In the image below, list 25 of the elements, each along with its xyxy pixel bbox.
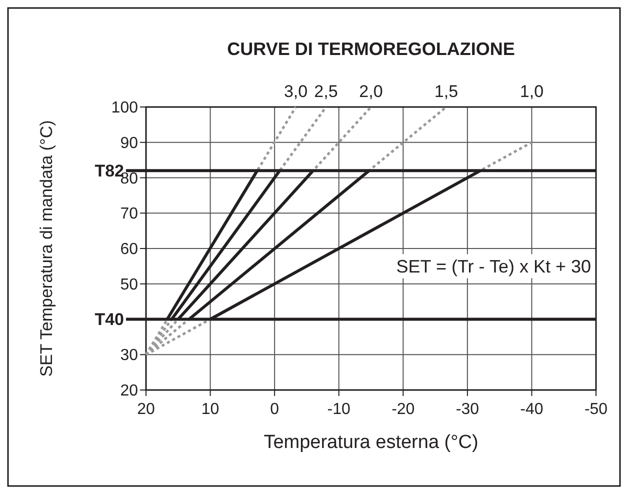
x-tick-label: -10	[327, 401, 351, 418]
x-tick-label: 20	[137, 401, 155, 418]
x-tick-label: -30	[456, 401, 480, 418]
x-tick-label: -40	[520, 401, 544, 418]
series-label: 3,0	[284, 82, 308, 101]
y-tick-label: 90	[120, 134, 138, 152]
x-tick-label: 10	[201, 401, 220, 418]
y-tick-label: 100	[111, 100, 138, 117]
x-tick-label: 0	[270, 401, 280, 418]
y-tick-label: 30	[120, 347, 138, 364]
ref-line-label: T40	[94, 310, 124, 330]
chart-title: CURVE DI TERMOREGOLAZIONE	[227, 39, 515, 59]
y-tick-label: 70	[120, 206, 138, 223]
x-tick-label: -50	[584, 401, 608, 418]
series-label: 2,5	[314, 82, 338, 101]
y-axis-title: SET Temperatura di mandata (°C)	[37, 120, 56, 377]
y-tick-label: 50	[120, 276, 138, 294]
x-axis-title: Temperatura esterna (°C)	[264, 432, 478, 453]
series-label: 2,0	[359, 82, 383, 101]
y-tick-label: 20	[120, 382, 138, 400]
y-tick-label: 60	[120, 241, 138, 258]
text: 1,0	[520, 82, 544, 101]
annotation: SET = (Tr - Te) x Kt + 30	[396, 256, 591, 276]
x-tick-label: -20	[392, 401, 415, 418]
series-label: 1,5	[434, 82, 458, 101]
